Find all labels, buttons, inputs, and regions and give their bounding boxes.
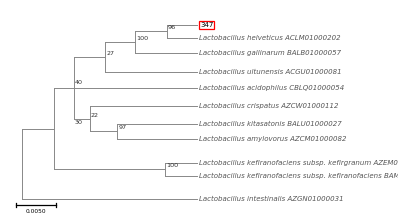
Text: Lactobacillus kefiranofaciens subsp. kefirgranum AZEM01000027: Lactobacillus kefiranofaciens subsp. kef… bbox=[199, 160, 398, 166]
Text: Lactobacillus helveticus ACLM01000202: Lactobacillus helveticus ACLM01000202 bbox=[199, 35, 341, 41]
Text: Lactobacillus acidophilus CBLQ01000054: Lactobacillus acidophilus CBLQ01000054 bbox=[199, 85, 345, 91]
Text: Lactobacillus ultunensis ACGU01000081: Lactobacillus ultunensis ACGU01000081 bbox=[199, 69, 342, 75]
Text: 0.0050: 0.0050 bbox=[25, 209, 46, 214]
Text: 97: 97 bbox=[118, 125, 126, 130]
Text: 27: 27 bbox=[106, 51, 114, 56]
Text: Lactobacillus kitasatonis BALU01000027: Lactobacillus kitasatonis BALU01000027 bbox=[199, 121, 342, 127]
Text: 100: 100 bbox=[136, 36, 148, 41]
Text: 22: 22 bbox=[90, 113, 98, 118]
Text: Lactobacillus intestinalis AZGN01000031: Lactobacillus intestinalis AZGN01000031 bbox=[199, 196, 344, 202]
Text: Lactobacillus amylovorus AZCM01000082: Lactobacillus amylovorus AZCM01000082 bbox=[199, 136, 347, 142]
Text: 96: 96 bbox=[168, 25, 176, 30]
Text: 100: 100 bbox=[166, 163, 178, 168]
Text: Lactobacillus kefiranofaciens subsp. kefiranofaciens BAMG01000091: Lactobacillus kefiranofaciens subsp. kef… bbox=[199, 173, 398, 179]
Text: Lactobacillus gallinarum BALB01000057: Lactobacillus gallinarum BALB01000057 bbox=[199, 49, 341, 56]
Text: 40: 40 bbox=[74, 80, 82, 85]
Text: 347: 347 bbox=[200, 22, 214, 28]
Text: Lactobacillus crispatus AZCW01000112: Lactobacillus crispatus AZCW01000112 bbox=[199, 103, 339, 109]
Text: 30: 30 bbox=[74, 120, 82, 125]
